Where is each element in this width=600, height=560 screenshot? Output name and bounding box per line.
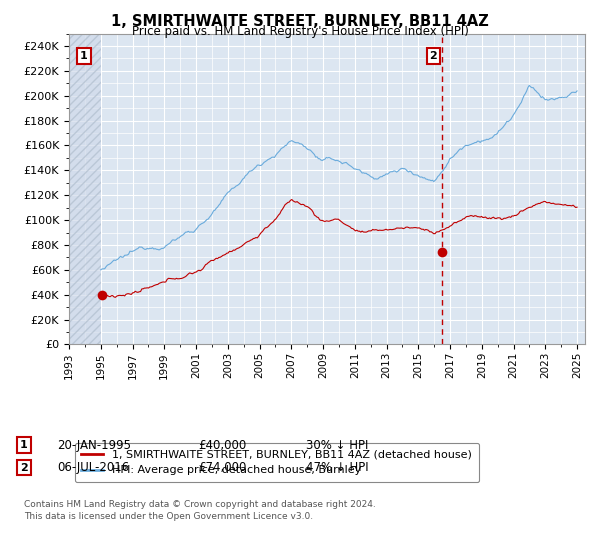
- Text: £40,000: £40,000: [198, 438, 246, 452]
- Text: 2: 2: [20, 463, 28, 473]
- Text: 1: 1: [80, 51, 88, 61]
- Text: 20-JAN-1995: 20-JAN-1995: [57, 438, 131, 452]
- Text: 1, SMIRTHWAITE STREET, BURNLEY, BB11 4AZ: 1, SMIRTHWAITE STREET, BURNLEY, BB11 4AZ: [111, 14, 489, 29]
- Text: 30% ↓ HPI: 30% ↓ HPI: [306, 438, 368, 452]
- Legend: 1, SMIRTHWAITE STREET, BURNLEY, BB11 4AZ (detached house), HPI: Average price, d: 1, SMIRTHWAITE STREET, BURNLEY, BB11 4AZ…: [74, 443, 479, 482]
- Text: 1: 1: [20, 440, 28, 450]
- Text: Contains HM Land Registry data © Crown copyright and database right 2024.: Contains HM Land Registry data © Crown c…: [24, 500, 376, 508]
- Bar: [69, 34, 101, 344]
- Text: £74,000: £74,000: [198, 461, 247, 474]
- Text: 2: 2: [430, 51, 437, 61]
- Text: 47% ↓ HPI: 47% ↓ HPI: [306, 461, 368, 474]
- Text: 06-JUL-2016: 06-JUL-2016: [57, 461, 129, 474]
- Text: Price paid vs. HM Land Registry's House Price Index (HPI): Price paid vs. HM Land Registry's House …: [131, 25, 469, 38]
- Text: This data is licensed under the Open Government Licence v3.0.: This data is licensed under the Open Gov…: [24, 512, 313, 521]
